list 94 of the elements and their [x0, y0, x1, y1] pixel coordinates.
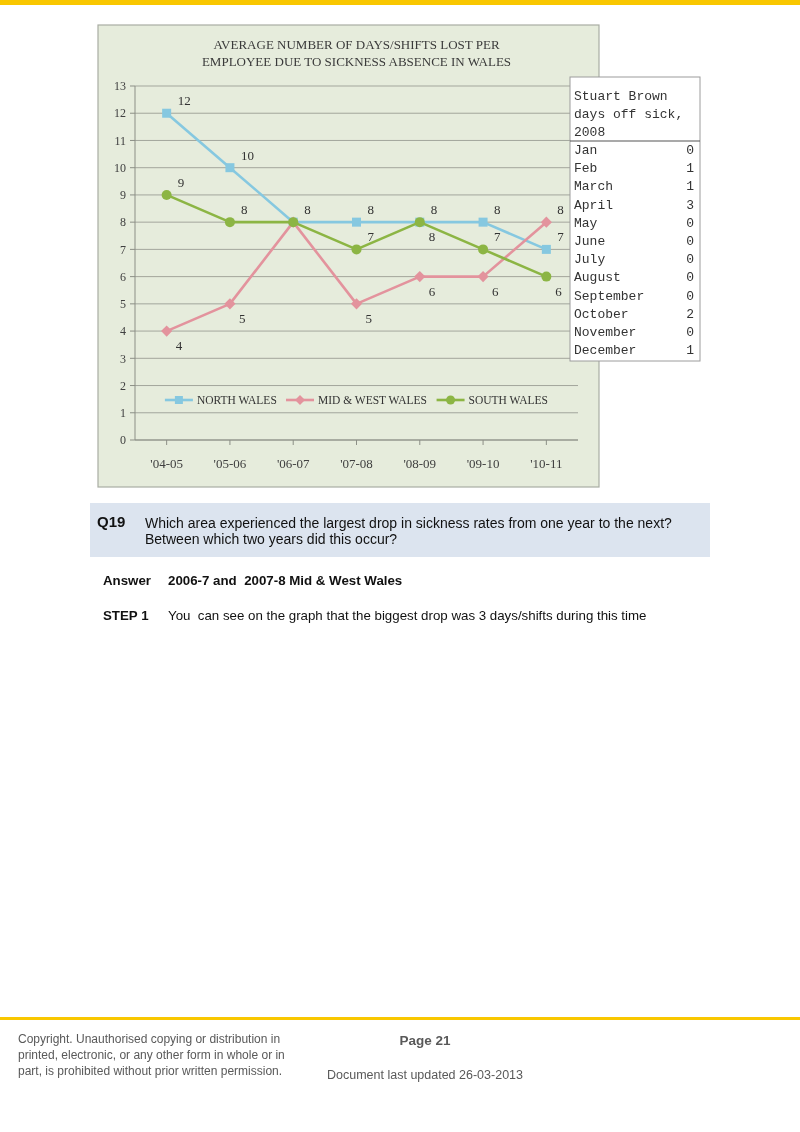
x-tick-label: '04-05 [150, 456, 183, 471]
data-label: 8 [240, 202, 248, 218]
point [540, 216, 552, 228]
y-tick-label: 5 [120, 297, 126, 312]
data-label: 1 [686, 343, 695, 359]
data-label: 12 [177, 93, 191, 109]
text: Q19 [97, 513, 126, 530]
data-label: 0 [686, 270, 694, 286]
category-label: November [574, 325, 637, 340]
point [352, 217, 361, 227]
data-label: 1 [686, 161, 695, 177]
category-label: December [574, 343, 637, 359]
data-label: 8 [430, 202, 438, 218]
category-label: July [574, 252, 606, 268]
point [478, 217, 488, 227]
data-label: 8 [557, 202, 564, 218]
data-label: 0 [686, 143, 694, 158]
point [351, 244, 362, 255]
data-label: 6 [428, 283, 436, 299]
data-label: 4 [175, 338, 183, 354]
x-tick-label: '05-06 [213, 456, 247, 471]
y-tick-label: 3 [120, 351, 126, 366]
y-tick-label: 12 [114, 106, 126, 121]
text: Stuart Brown days off sick, 2008 [574, 89, 684, 140]
text: 2006-7 and 2007-8 Mid & West Wales [168, 573, 403, 588]
data-label: 1 [686, 179, 695, 195]
y-tick-label: 10 [114, 160, 126, 175]
y-tick-label: 0 [120, 433, 126, 448]
text: Copyright. Unauthorised copying or distribution in printed, electronic, or any other form in whole or in part, is prohibited without prior written permission. [18, 1032, 285, 1078]
data-label: 3 [686, 197, 694, 213]
data-label: 6 [555, 283, 563, 299]
text: You can see on the graph that the biggest drop was 3 days/shifts during this time [168, 608, 647, 623]
x-tick-label: '08-09 [403, 456, 437, 471]
category-label: March [574, 179, 614, 195]
point [161, 189, 172, 200]
data-label: 0 [686, 234, 694, 249]
y-tick-label: 11 [114, 133, 126, 148]
category-label: June [574, 234, 606, 249]
data-label: 5 [365, 310, 372, 326]
data-label: 5 [238, 310, 246, 326]
category-label: Feb [574, 161, 598, 177]
data-label: 9 [177, 174, 185, 190]
legend-label: MID & WEST WALES [318, 394, 427, 407]
text: STEP 1 [103, 608, 150, 623]
y-tick-label: 13 [114, 79, 126, 94]
legend-label: NORTH WALES [196, 394, 277, 407]
data-label: 0 [686, 252, 694, 268]
data-label: 7 [557, 229, 565, 245]
chart-title: AVERAGE NUMBER OF DAYS/SHIFTS LOST PER EMPLOYEE DUE TO SICKNESS ABSENCE IN WALES [201, 37, 512, 69]
data-label: 0 [686, 288, 694, 304]
data-label: 7 [367, 229, 375, 245]
data-label: 8 [304, 202, 311, 218]
point [162, 108, 172, 118]
point [224, 298, 236, 310]
category-label: May [574, 215, 598, 231]
y-tick-label: 2 [120, 378, 126, 393]
data-label: 6 [492, 283, 500, 299]
category-label: Jan [574, 143, 598, 158]
y-tick-label: 9 [120, 188, 126, 203]
point [350, 298, 363, 310]
point [414, 271, 426, 283]
x-tick-label: '10-11 [530, 456, 563, 471]
data-label: 8 [494, 202, 501, 218]
point [225, 163, 235, 173]
point [541, 244, 551, 254]
data-label: 0 [686, 325, 694, 340]
data-label: 8 [428, 229, 436, 245]
data-label: 8 [367, 202, 374, 218]
x-tick-label: '06-07 [276, 456, 311, 471]
text: Document last updated 26-03-2013 [327, 1068, 524, 1082]
category-label: April [574, 197, 614, 213]
x-tick-label: '09-10 [466, 456, 500, 471]
point [477, 271, 489, 283]
category-label: August [574, 270, 621, 286]
y-tick-label: 8 [120, 215, 126, 230]
x-tick-label: '07-08 [340, 456, 373, 471]
y-tick-label: 7 [120, 242, 126, 257]
point [161, 325, 173, 337]
y-tick-label: 6 [120, 269, 126, 284]
text: Page 21 [399, 1033, 451, 1048]
point [224, 217, 235, 228]
data-label: 0 [686, 215, 694, 231]
text: Answer [103, 573, 152, 588]
y-tick-label: 1 [120, 405, 126, 420]
category-label: October [574, 306, 629, 322]
data-label: 7 [494, 229, 502, 245]
point [541, 271, 552, 282]
legend-label: SOUTH WALES [468, 394, 548, 407]
data-label: 2 [686, 306, 694, 322]
category-label: September [574, 288, 645, 304]
text: Which area experienced the largest drop in sickness rates from one year to the next? Between which two years did this occur? [145, 515, 673, 547]
y-tick-label: 4 [120, 324, 126, 339]
point [478, 244, 489, 255]
data-label: 10 [240, 147, 254, 163]
